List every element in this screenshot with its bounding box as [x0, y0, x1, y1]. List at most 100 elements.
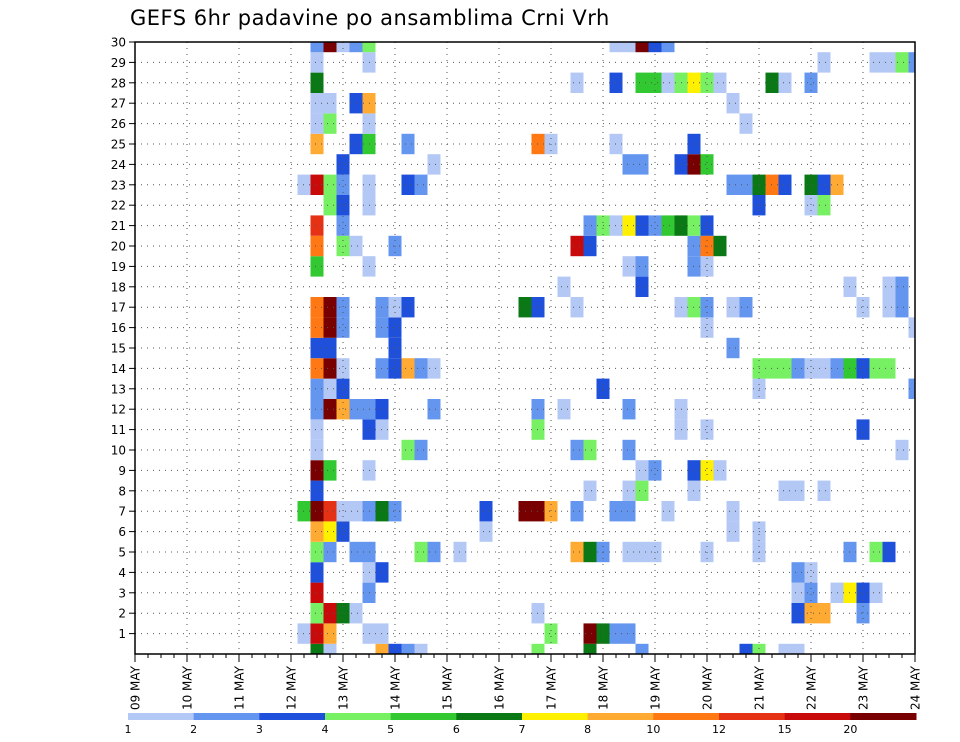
y-tick-label: 20: [111, 240, 126, 254]
heatmap-cell: [726, 501, 740, 522]
heatmap-cell: [388, 297, 402, 318]
heatmap-cell: [388, 358, 402, 379]
colorbar-label: 8: [584, 723, 591, 736]
colorbar-label: 12: [712, 723, 726, 736]
heatmap-cell: [310, 93, 324, 114]
heatmap-cell: [856, 297, 870, 318]
heatmap-cell: [583, 439, 597, 461]
heatmap-cell: [700, 317, 714, 338]
x-tick-label: 15 MAY: [441, 665, 455, 710]
heatmap-cell: [869, 52, 883, 73]
heatmap-cell: [622, 154, 636, 175]
heatmap-cell: [362, 42, 376, 53]
heatmap-cell: [895, 439, 909, 461]
heatmap-cell: [323, 337, 337, 359]
x-tick-label: 14 MAY: [389, 665, 403, 710]
y-tick-label: 11: [111, 423, 126, 437]
x-tick-label: 11 MAY: [233, 665, 247, 710]
heatmap-cell: [336, 154, 350, 175]
y-tick-label: 18: [111, 280, 126, 294]
heatmap-cell: [414, 541, 428, 563]
heatmap-cell: [349, 235, 363, 257]
heatmap-cell: [882, 358, 896, 379]
heatmap-cell: [310, 358, 324, 379]
colorbar-label: 4: [322, 723, 329, 736]
heatmap-cell: [323, 521, 337, 542]
chart-title: GEFS 6hr padavine po ansamblima Crni Vrh: [130, 6, 610, 30]
heatmap-cell: [700, 154, 714, 175]
heatmap-cell: [336, 317, 350, 338]
heatmap-cell: [856, 582, 870, 603]
plot-frame: [134, 41, 916, 655]
colorbar-swatch: [325, 713, 392, 720]
colorbar-swatch: [128, 713, 195, 720]
heatmap-cell: [336, 215, 350, 236]
heatmap-cell: [700, 460, 714, 481]
heatmap-cell: [570, 541, 584, 563]
y-tick-label: 30: [111, 36, 126, 50]
heatmap-cell: [323, 541, 337, 563]
heatmap-cell: [622, 399, 636, 420]
heatmap-cell: [310, 399, 324, 420]
colorbar-swatch: [587, 713, 654, 720]
y-tick-label: 21: [111, 219, 126, 233]
grid-lines: [135, 41, 915, 654]
heatmap-cell: [336, 501, 350, 522]
heatmap-cell: [310, 174, 324, 195]
heatmap-cell: [323, 42, 337, 53]
heatmap-cell: [401, 133, 415, 155]
x-tick-label: 18 MAY: [597, 665, 611, 710]
heatmap-cell: [804, 562, 818, 583]
heatmap-cell: [310, 235, 324, 257]
heatmap-cell: [336, 378, 350, 399]
heatmap-cell: [713, 72, 727, 93]
heatmap-cell: [375, 643, 389, 654]
heatmap-cell: [336, 297, 350, 318]
heatmap-cell: [570, 297, 584, 318]
heatmap-cell: [427, 541, 441, 563]
colorbar-swatch: [193, 713, 260, 720]
heatmap-cell: [622, 480, 636, 501]
heatmap-cell: [739, 174, 753, 195]
heatmap-cell: [791, 582, 805, 603]
x-tick-label: 23 MAY: [857, 665, 871, 710]
heatmap-cell: [882, 541, 896, 563]
x-tick-label: 13 MAY: [337, 665, 351, 710]
heatmap-cell: [323, 174, 337, 195]
heatmap-cell: [336, 399, 350, 420]
heatmap-cell: [609, 42, 623, 53]
heatmap-cell: [349, 133, 363, 155]
heatmap-cell: [323, 623, 337, 644]
y-tick-label: 9: [118, 464, 126, 478]
heatmap-cell: [661, 42, 675, 53]
heatmap-cell: [804, 358, 818, 379]
heatmap-cell: [310, 439, 324, 461]
heatmap-cell: [401, 297, 415, 318]
heatmap-cell: [622, 501, 636, 522]
heatmap-cell: [310, 337, 324, 359]
heatmap-cell: [310, 133, 324, 155]
heatmap-cell: [336, 358, 350, 379]
heatmap-cell: [479, 521, 493, 542]
heatmap-cell: [739, 297, 753, 318]
heatmap-cell: [713, 460, 727, 481]
heatmap-cell: [648, 42, 662, 53]
heatmap-cell: [869, 541, 883, 563]
heatmap-cell: [817, 174, 831, 195]
colorbar-label: 2: [190, 723, 197, 736]
heatmap-cell: [336, 174, 350, 195]
heatmap-cell: [635, 42, 649, 53]
y-tick-label: 15: [111, 342, 126, 356]
y-tick-label: 1: [118, 627, 126, 641]
heatmap-cell: [739, 113, 753, 134]
heatmap-cell: [570, 235, 584, 257]
y-tick-label: 10: [111, 444, 126, 458]
heatmap-cell: [856, 419, 870, 440]
heatmap-cell: [427, 154, 441, 175]
heatmap-cell: [804, 582, 818, 603]
heatmap-cell: [791, 480, 805, 501]
heatmap-cell: [310, 297, 324, 318]
heatmap-cell: [661, 215, 675, 236]
heatmap-cell: [323, 603, 337, 624]
